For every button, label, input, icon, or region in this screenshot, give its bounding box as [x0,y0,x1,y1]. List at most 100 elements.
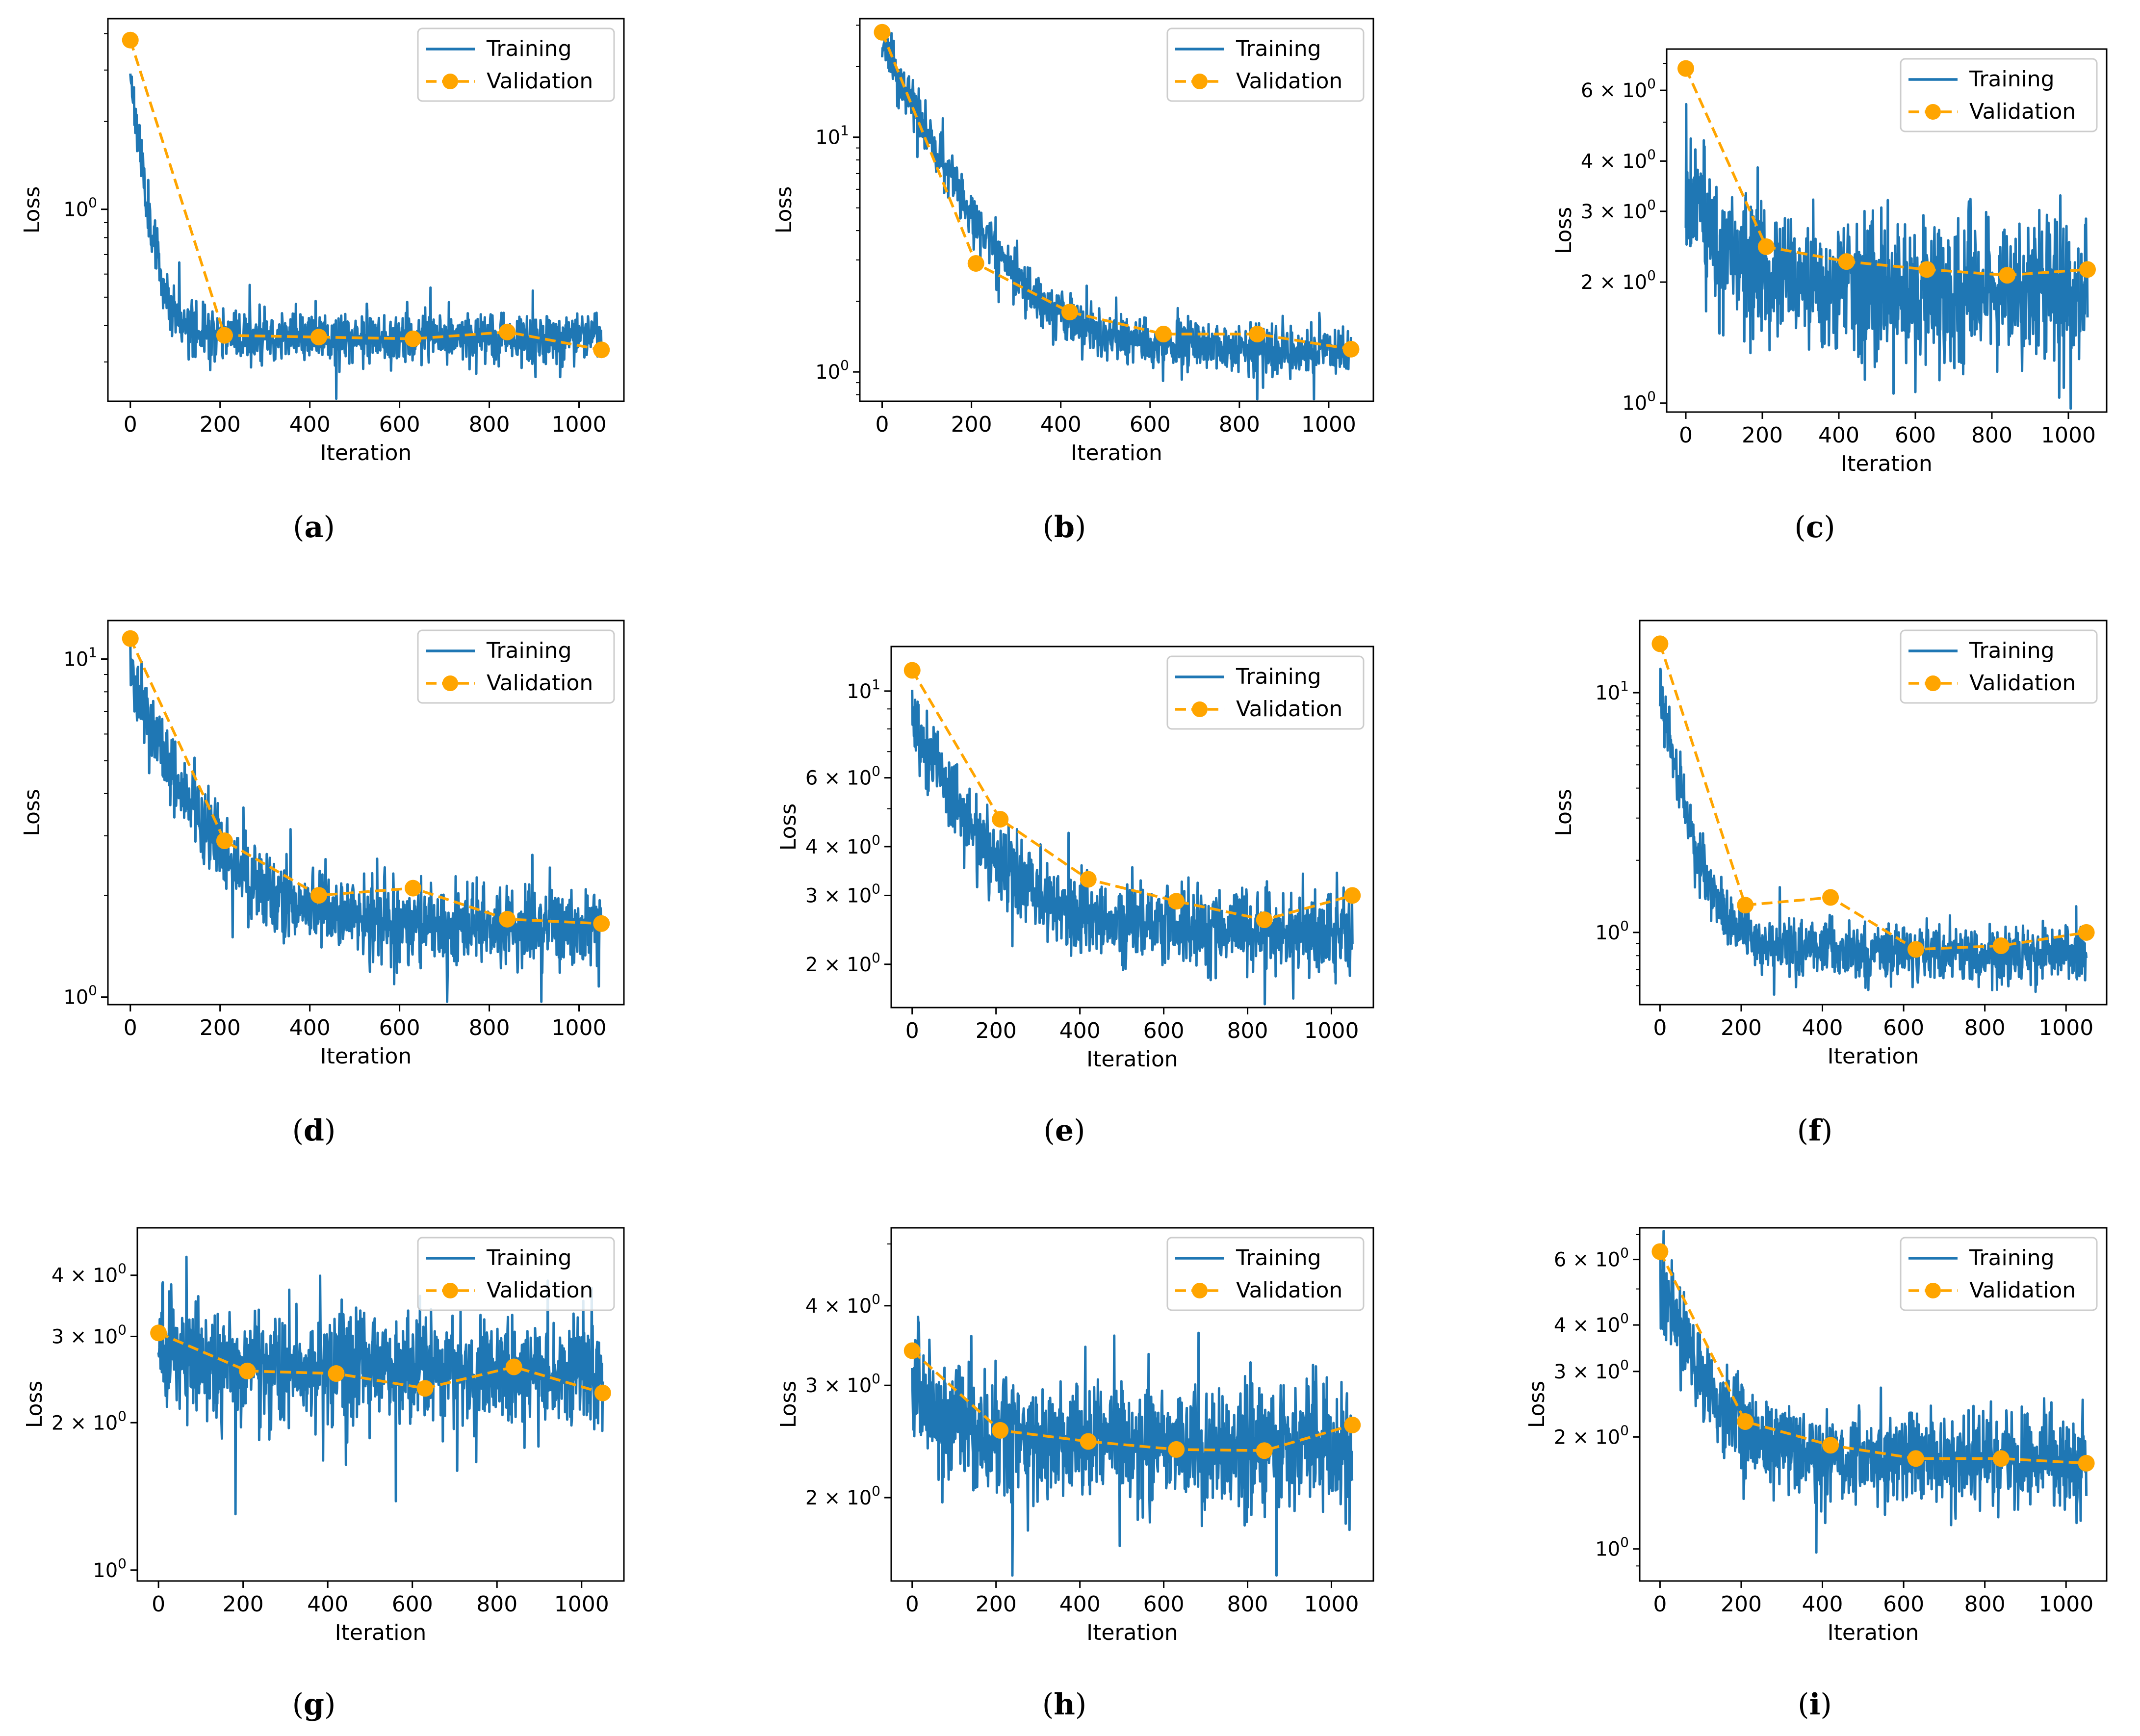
legend: Training Validation [417,629,615,704]
legend: Training Validation [1900,58,2098,132]
axes-frame [136,1227,625,1582]
validation-point [594,1384,611,1401]
y-tick-label: 3 × 100 [805,881,880,907]
x-tick-label: 600 [1883,1592,1924,1617]
x-tick-label: 400 [1059,1018,1101,1043]
y-tick-label: 100 [93,1555,127,1582]
x-tick-label: 200 [200,412,241,437]
x-tick-label: 1000 [2041,423,2096,448]
y-axis-label: Loss [22,1381,47,1428]
y-tick-label: 4 × 100 [805,1291,880,1318]
legend-validation-marker [1192,701,1208,717]
training-line [911,690,1354,1006]
validation-point [1061,304,1078,321]
y-axis-label: Loss [1551,789,1576,836]
y-tick-label: 100 [1595,1534,1629,1561]
validation-point [216,327,233,344]
validation-point [328,1365,345,1382]
validation-point [1999,267,2016,284]
validation-point [1080,871,1097,888]
y-tick-label: 101 [1595,678,1629,704]
validation-point [416,1380,434,1397]
legend-box [1900,629,2098,704]
legend-training-label: Training [1236,664,1321,689]
y-axis-label: Loss [20,186,45,234]
legend-box [1166,27,1365,102]
x-tick-label: 800 [469,412,510,437]
validation-point [1838,253,1855,270]
legend-training-label: Training [1236,36,1321,61]
validation-point [310,329,327,346]
y-tick-label: 2 × 100 [805,950,880,976]
x-tick-label: 800 [476,1592,517,1617]
y-axis-label: Loss [1524,1381,1549,1428]
legend-training-label: Training [1969,1245,2055,1270]
x-tick-label: 600 [1130,412,1171,437]
panel-caption: (d) [292,1114,336,1148]
validation-point [1344,887,1361,904]
validation-point [2079,261,2096,278]
x-tick-label: 0 [124,412,137,437]
chart-panel-b: 0 200 400 600 800 1000 100 101 Iteration Loss Trai… [772,18,1374,466]
y-tick-label: 2 × 100 [52,1408,127,1434]
legend-box [1900,58,2098,132]
validation-point [239,1362,256,1379]
y-tick-label: 3 × 100 [1581,197,1656,223]
x-axis-label: Iteration [320,1044,412,1069]
legend: Training Validation [417,1237,615,1311]
legend: Training Validation [1900,629,2098,704]
training-line [129,73,603,400]
legend: Training Validation [1166,27,1365,102]
x-tick-label: 800 [1964,1592,2006,1617]
validation-line [880,31,1351,351]
legend-validation-marker [1925,1283,1941,1298]
validation-line [158,1331,603,1395]
y-tick-label: 6 × 100 [1581,76,1656,102]
x-tick-label: 400 [289,412,331,437]
y-tick-label: 4 × 100 [52,1261,127,1287]
training-line [157,1255,604,1516]
legend-validation-marker [442,675,458,691]
y-tick-label: 101 [815,123,849,149]
legend-validation-label: Validation [1969,1278,2076,1303]
validation-point [1757,238,1775,255]
validation-point [310,887,327,904]
validation-point [1342,340,1360,358]
legend: Training Validation [1900,1237,2098,1311]
chart-panel-d: 0 200 400 600 800 1000 100 101 Iteration Loss Trai… [20,620,625,1069]
validation-point [1822,889,1839,906]
y-tick-label: 3 × 100 [1554,1357,1629,1383]
x-tick-label: 1000 [2038,1592,2093,1617]
x-tick-label: 0 [1653,1592,1667,1617]
legend-validation-label: Validation [1969,671,2076,696]
y-axis-label: Loss [1551,207,1576,255]
validation-point [1256,1442,1273,1459]
legend-validation-marker [1925,675,1941,691]
training-line [1658,1230,2088,1554]
validation-point [874,24,891,41]
validation-line [129,638,602,925]
legend-validation-label: Validation [1236,1278,1342,1303]
x-axis-label: Iteration [1086,1620,1178,1645]
validation-point [967,255,984,272]
validation-point [1080,1433,1097,1450]
y-tick-label: 101 [847,676,880,703]
x-tick-label: 1000 [2038,1015,2093,1040]
x-tick-label: 0 [1653,1015,1667,1040]
x-tick-label: 400 [1802,1592,1843,1617]
training-line [1658,668,2088,996]
validation-point [1256,911,1273,928]
x-tick-label: 1000 [1301,412,1356,437]
training-line [1684,103,2089,410]
validation-point [1155,326,1172,343]
legend-validation-marker [1192,74,1208,89]
x-tick-label: 0 [905,1592,919,1617]
validation-point [2078,1454,2095,1472]
axes-frame [859,18,1374,402]
y-tick-label: 4 × 100 [1554,1310,1629,1337]
x-tick-label: 400 [1040,412,1082,437]
legend-box [417,27,615,102]
y-tick-label: 100 [815,357,849,384]
chart-panel-e: 0 200 400 600 800 1000 2 × 100 3 × 100 4 × 100 6 … [776,646,1374,1072]
y-tick-label: 6 × 100 [805,763,880,790]
